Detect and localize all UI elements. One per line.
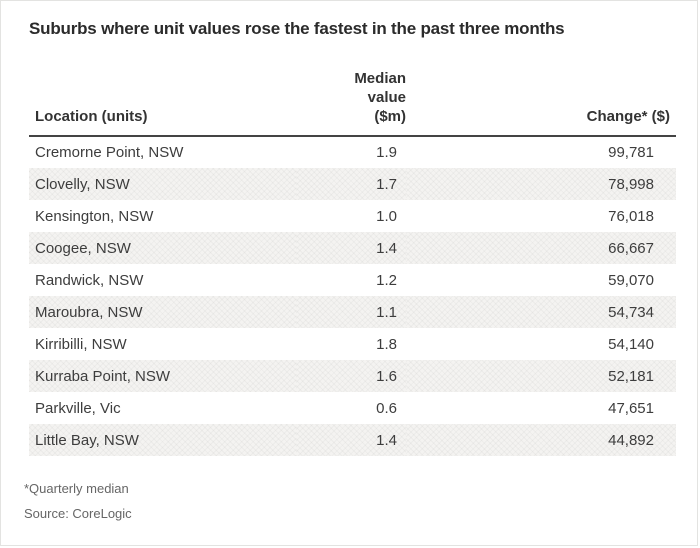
median-value-cell: 1.0: [376, 207, 397, 225]
change-cell: 66,667: [406, 232, 676, 264]
change-cell: 59,070: [608, 271, 654, 289]
location-cell: Cremorne Point, NSW: [35, 144, 184, 161]
column-header-median-value: Median value ($m): [296, 69, 406, 137]
median-value-cell: 1.8: [376, 335, 397, 353]
table-row: Kirribilli, NSW 1.8 54,140: [29, 328, 676, 360]
median-value-cell: 1.9: [376, 144, 397, 161]
footnotes: *Quarterly median Source: CoreLogic: [24, 481, 672, 522]
table-header: Location (units) Median value ($m) Chang…: [29, 69, 676, 137]
location-cell: Kensington, NSW: [35, 207, 154, 225]
median-value-cell: 1.2: [376, 271, 397, 289]
page-title: Suburbs where unit values rose the faste…: [29, 19, 565, 38]
table-row: Maroubra, NSW 1.1 54,734: [29, 296, 676, 328]
suburbs-table: Location (units) Median value ($m) Chang…: [29, 69, 676, 456]
location-cell: Randwick, NSW: [35, 271, 144, 289]
median-value-cell: 1.4: [296, 232, 406, 264]
change-cell: 47,651: [608, 399, 654, 417]
footnote-source: Source: CoreLogic: [24, 506, 132, 521]
table-row: Randwick, NSW 1.2 59,070: [29, 264, 676, 296]
location-cell: Kirribilli, NSW: [35, 335, 127, 353]
location-cell: Parkville, Vic: [35, 399, 121, 417]
location-cell: Kurraba Point, NSW: [29, 360, 296, 392]
table-row: Kurraba Point, NSW 1.6 52,181: [29, 360, 676, 392]
table-row: Coogee, NSW 1.4 66,667: [29, 232, 676, 264]
footnote-quarterly-median: *Quarterly median: [24, 481, 129, 496]
change-cell: 52,181: [406, 360, 676, 392]
median-value-cell: 0.6: [376, 399, 397, 417]
change-cell: 44,892: [406, 424, 676, 456]
location-cell: Maroubra, NSW: [29, 296, 296, 328]
table-body: Cremorne Point, NSW 1.9 99,781 Clovelly,…: [29, 136, 676, 456]
location-cell: Little Bay, NSW: [29, 424, 296, 456]
location-cell: Coogee, NSW: [29, 232, 296, 264]
location-cell: Clovelly, NSW: [29, 168, 296, 200]
column-header-change: Change* ($): [406, 69, 676, 137]
median-value-cell: 1.7: [296, 168, 406, 200]
change-cell: 99,781: [608, 144, 654, 161]
table-row: Cremorne Point, NSW 1.9 99,781: [29, 136, 676, 168]
median-value-cell: 1.4: [296, 424, 406, 456]
table-row: Parkville, Vic 0.6 47,651: [29, 392, 676, 424]
median-value-cell: 1.6: [296, 360, 406, 392]
change-cell: 76,018: [608, 207, 654, 225]
table-row: Clovelly, NSW 1.7 78,998: [29, 168, 676, 200]
column-header-location: Location (units): [29, 69, 296, 137]
change-cell: 54,140: [608, 335, 654, 353]
table-row: Little Bay, NSW 1.4 44,892: [29, 424, 676, 456]
table-row: Kensington, NSW 1.0 76,018: [29, 200, 676, 232]
change-cell: 78,998: [406, 168, 676, 200]
median-value-cell: 1.1: [296, 296, 406, 328]
table-header-row: Location (units) Median value ($m) Chang…: [29, 69, 676, 137]
change-cell: 54,734: [406, 296, 676, 328]
